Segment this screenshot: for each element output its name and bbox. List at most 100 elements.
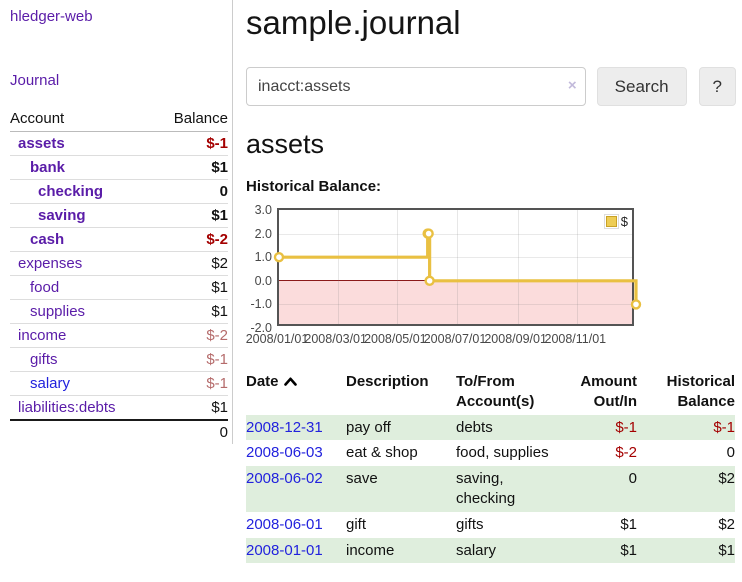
sidebar-account-link[interactable]: supplies bbox=[30, 303, 86, 320]
x-axis-tick-label: 2008/11/01 bbox=[544, 332, 607, 346]
account-balance: $2 bbox=[154, 251, 228, 276]
gridline bbox=[457, 210, 458, 324]
chart-series bbox=[273, 228, 642, 310]
y-axis-tick-label: 0.0 bbox=[254, 273, 272, 288]
brand-link[interactable]: hledger-web bbox=[10, 8, 93, 25]
clear-search-icon[interactable]: × bbox=[567, 77, 577, 94]
accounts-table: Account Balance assets $-1 bank $1 checking 0… bbox=[10, 108, 228, 444]
gridline bbox=[397, 210, 399, 324]
sidebar-account-link[interactable]: saving bbox=[38, 207, 86, 224]
register-description-cell: gift bbox=[346, 515, 367, 533]
x-axis-tick-label: 2008/09/01 bbox=[484, 332, 547, 346]
sidebar-account-link[interactable]: assets bbox=[18, 135, 65, 152]
sidebar-account-link[interactable]: cash bbox=[30, 231, 65, 248]
register-amount-cell: $-2 bbox=[615, 444, 637, 462]
accounts-total-value: 0 bbox=[154, 419, 228, 444]
register-table: Date Description To/From Account(s) Amou… bbox=[246, 370, 735, 564]
register-row: 2008-06-01 gift gifts $1 $2 bbox=[246, 512, 735, 538]
account-heading: assets bbox=[246, 129, 325, 159]
account-balance: $1 bbox=[154, 299, 228, 324]
chart-legend: $ bbox=[603, 214, 628, 229]
help-button[interactable]: ? bbox=[698, 67, 736, 106]
account-row: salary $-1 bbox=[10, 371, 228, 396]
register-date-cell: 2008-06-03 bbox=[246, 440, 346, 466]
account-row: expenses $2 bbox=[10, 251, 228, 276]
gridline bbox=[517, 210, 519, 324]
x-axis-tick-label: 2008/01/01 bbox=[245, 332, 309, 346]
account-row: bank $1 bbox=[10, 155, 228, 180]
register-date-cell: 2008-06-02 bbox=[246, 466, 346, 512]
account-balance: $1 bbox=[154, 395, 228, 420]
legend-label: $ bbox=[620, 214, 628, 229]
data-point-marker bbox=[424, 275, 435, 287]
transaction-date-link[interactable]: 2008-06-01 bbox=[246, 515, 323, 533]
chart-negative-region bbox=[279, 280, 632, 324]
legend-swatch-icon bbox=[603, 214, 619, 229]
account-row: gifts $-1 bbox=[10, 347, 228, 372]
search-input[interactable] bbox=[246, 67, 586, 106]
register-description-cell: save bbox=[346, 470, 378, 488]
date-column-header[interactable]: Date bbox=[246, 370, 346, 415]
chart-title: Historical Balance: bbox=[246, 178, 382, 195]
register-amount-cell: $-1 bbox=[615, 418, 637, 436]
page-title: sample.journal bbox=[246, 4, 461, 41]
balance-column-header: Balance bbox=[154, 108, 228, 132]
data-point-marker bbox=[423, 228, 434, 239]
x-axis-tick-label: 2008/05/01 bbox=[364, 332, 427, 346]
sidebar: hledger-web Journal Account Balance asse… bbox=[0, 0, 233, 444]
x-axis-tick-label: 2008/03/01 bbox=[304, 332, 367, 346]
data-point-marker bbox=[273, 252, 285, 263]
search-button[interactable]: Search bbox=[596, 67, 687, 106]
register-description-cell: income bbox=[346, 541, 395, 559]
account-balance: $1 bbox=[154, 203, 228, 228]
account-rows: assets $-1 bank $1 checking 0 saving $1 cash $-2 e… bbox=[10, 132, 228, 420]
account-row: cash $-2 bbox=[10, 227, 228, 252]
sort-asc-icon bbox=[283, 372, 297, 392]
y-axis-tick-label: 1.0 bbox=[254, 250, 272, 265]
sidebar-account-link[interactable]: salary bbox=[30, 375, 71, 392]
accounts-table-header: Account Balance bbox=[10, 108, 228, 132]
accounts-total-row: 0 bbox=[10, 419, 228, 444]
account-balance: $-1 bbox=[154, 371, 228, 396]
register-amount-cell: 0 bbox=[628, 470, 637, 488]
sidebar-item-journal[interactable]: Journal bbox=[10, 72, 60, 89]
chart-plot-area[interactable]: $ bbox=[273, 208, 642, 326]
sidebar-account-link[interactable]: food bbox=[30, 279, 60, 296]
register-date-cell: 2008-06-01 bbox=[246, 512, 346, 538]
register-header-row: Date Description To/From Account(s) Amou… bbox=[246, 370, 735, 415]
account-balance: $-1 bbox=[206, 135, 228, 152]
balance-column-header-register[interactable]: Historical Balance bbox=[666, 373, 735, 410]
account-row: liabilities:debts $1 bbox=[10, 395, 228, 420]
account-balance: $1 bbox=[154, 155, 228, 180]
register-balance-cell: $2 bbox=[718, 470, 735, 488]
amount-column-header[interactable]: Amount Out/In bbox=[580, 373, 637, 410]
sidebar-account-link[interactable]: checking bbox=[38, 183, 104, 200]
y-axis-tick-label: 3.0 bbox=[254, 203, 272, 217]
sidebar-account-link[interactable]: income bbox=[18, 327, 67, 344]
register-accounts-cell: debts bbox=[456, 418, 493, 436]
description-column-header[interactable]: Description bbox=[346, 373, 429, 390]
accounts-column-header[interactable]: To/From Account(s) bbox=[456, 373, 535, 410]
transaction-date-link[interactable]: 2008-12-31 bbox=[246, 418, 323, 436]
account-balance: $1 bbox=[154, 275, 228, 300]
sidebar-account-link[interactable]: bank bbox=[30, 159, 66, 176]
y-axis-tick-label: 2.0 bbox=[254, 226, 272, 241]
register-balance-cell: $1 bbox=[718, 541, 735, 559]
sidebar-account-link[interactable]: liabilities:debts bbox=[18, 399, 116, 416]
register-accounts-cell: gifts bbox=[456, 515, 484, 533]
transaction-date-link[interactable]: 2008-06-03 bbox=[246, 444, 323, 462]
account-row: income $-2 bbox=[10, 323, 228, 348]
account-row: supplies $1 bbox=[10, 299, 228, 324]
y-axis-tick-label: -1.0 bbox=[250, 297, 272, 312]
sidebar-account-link[interactable]: expenses bbox=[18, 255, 83, 272]
transaction-date-link[interactable]: 2008-06-02 bbox=[246, 470, 323, 488]
register-accounts-cell: food, supplies bbox=[456, 444, 549, 462]
register-date-cell: 2008-12-31 bbox=[246, 415, 346, 441]
transaction-date-link[interactable]: 2008-01-01 bbox=[246, 541, 323, 559]
register-date-cell: 2008-01-01 bbox=[246, 538, 346, 564]
register-description-cell: pay off bbox=[346, 418, 391, 436]
sidebar-account-link[interactable]: gifts bbox=[30, 351, 58, 368]
search-bar: × Search ? bbox=[246, 67, 736, 106]
account-balance: $-2 bbox=[154, 227, 228, 252]
x-axis-tick-label: 2008/07/01 bbox=[423, 332, 487, 346]
